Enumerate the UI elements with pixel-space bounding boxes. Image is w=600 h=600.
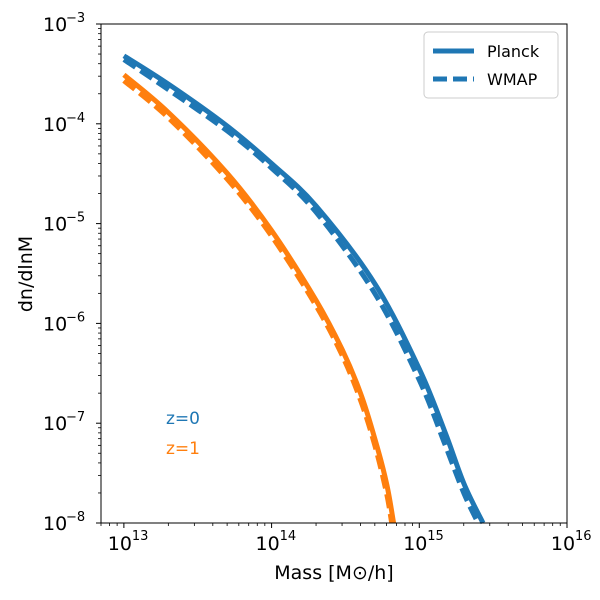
series-line-wmap-z0 bbox=[122, 57, 481, 525]
y-tick-exponent: −8 bbox=[66, 510, 85, 525]
x-axis-label: Mass [M⊙/h] bbox=[274, 562, 393, 584]
x-tick-exponent: 16 bbox=[575, 529, 592, 544]
legend-label-planck: Planck bbox=[487, 42, 540, 61]
y-tick-label: 10 bbox=[43, 114, 67, 136]
annotation-z1: z=1 bbox=[166, 439, 200, 459]
y-axis-ticks: 10−810−710−610−510−410−3 bbox=[43, 11, 101, 535]
x-tick-exponent: 14 bbox=[280, 529, 297, 544]
y-axis-label: dn/dlnM bbox=[15, 236, 37, 312]
y-tick-label: 10 bbox=[43, 14, 67, 36]
curve-layer bbox=[122, 53, 486, 525]
x-tick-label: 10 bbox=[403, 533, 427, 555]
y-tick-label: 10 bbox=[43, 214, 67, 236]
x-tick-label: 10 bbox=[108, 533, 132, 555]
series-line-planck-z0 bbox=[122, 53, 486, 525]
series-line-wmap-z1 bbox=[122, 78, 395, 524]
x-tick-label: 10 bbox=[551, 533, 575, 555]
y-tick-exponent: −5 bbox=[66, 211, 85, 226]
legend: Planck WMAP bbox=[423, 31, 559, 99]
y-tick-label: 10 bbox=[43, 413, 67, 435]
legend-label-wmap: WMAP bbox=[487, 70, 538, 89]
x-axis-ticks: 10 13 10 14 10 15 10 16 bbox=[100, 523, 592, 555]
x-tick-exponent: 13 bbox=[132, 529, 149, 544]
y-tick-label: 10 bbox=[43, 513, 67, 535]
plot-frame bbox=[100, 23, 568, 524]
annotation-z0: z=0 bbox=[166, 409, 200, 429]
y-tick-exponent: −6 bbox=[66, 310, 85, 325]
y-tick-exponent: −4 bbox=[66, 111, 85, 126]
y-tick-label: 10 bbox=[43, 313, 67, 335]
x-tick-label: 10 bbox=[255, 533, 279, 555]
series-line-planck-z1 bbox=[122, 72, 397, 524]
y-tick-exponent: −7 bbox=[66, 410, 85, 425]
y-tick-exponent: −3 bbox=[66, 11, 85, 26]
x-tick-exponent: 15 bbox=[427, 529, 444, 544]
